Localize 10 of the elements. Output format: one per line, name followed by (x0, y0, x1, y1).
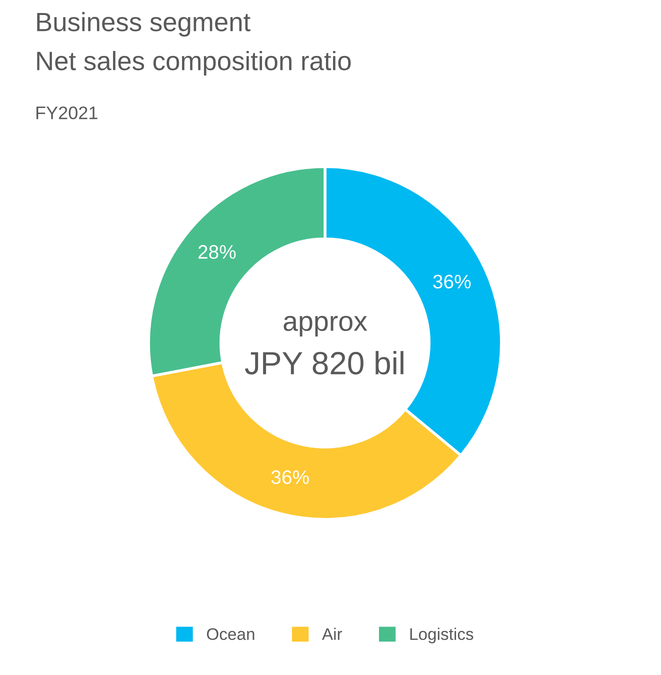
text: approx (284, 316, 368, 337)
legend-label: Air (322, 628, 342, 640)
data-label: 36% (271, 470, 309, 484)
legend-label: Ocean (206, 628, 254, 640)
data-label: 36% (433, 274, 471, 289)
text: JPY 820 bil (244, 351, 404, 375)
chart-subtitle: FY2021 (36, 106, 98, 120)
data-label: 28% (198, 245, 236, 259)
legend-label: Logistics (410, 628, 474, 644)
chart-title: Business segment Net sales composition ratio (37, 12, 351, 76)
